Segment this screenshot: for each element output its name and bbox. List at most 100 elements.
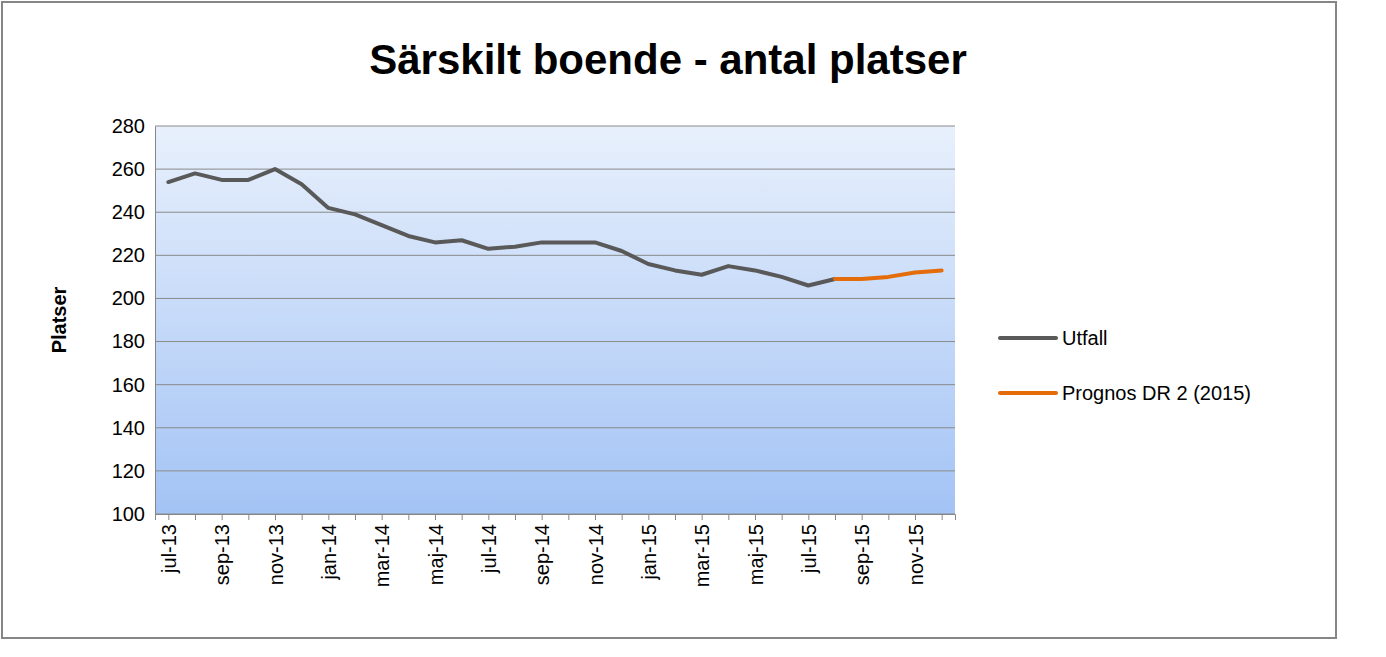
x-tick-mark bbox=[568, 514, 569, 520]
y-tick-label: 260 bbox=[112, 158, 145, 180]
x-tick-mark bbox=[355, 514, 356, 520]
x-tick-mark bbox=[782, 514, 783, 520]
legend-label: Prognos DR 2 (2015) bbox=[1062, 382, 1251, 404]
x-tick: jan-15 bbox=[638, 514, 660, 581]
x-tick-label: sep-13 bbox=[211, 524, 233, 585]
x-tick-label: jan-14 bbox=[318, 524, 340, 581]
x-tick: nov-14 bbox=[585, 514, 607, 585]
x-tick bbox=[728, 514, 729, 520]
x-tick-mark bbox=[675, 514, 676, 520]
grid-line bbox=[155, 212, 955, 213]
grid-line bbox=[155, 341, 955, 342]
chart: 100 120 140 160 180 200 220 240 260 280 jul-13 sep-… bbox=[0, 0, 1386, 657]
x-axis-line bbox=[156, 515, 956, 521]
x-tick bbox=[462, 514, 463, 520]
x-tick bbox=[248, 514, 249, 520]
x-tick-mark bbox=[808, 514, 809, 520]
grid-line bbox=[155, 384, 955, 385]
x-tick: sep-13 bbox=[211, 514, 233, 585]
x-tick: sep-15 bbox=[851, 514, 873, 585]
x-tick-label: maj-15 bbox=[745, 524, 767, 585]
grid bbox=[155, 126, 955, 514]
x-tick-mark bbox=[835, 514, 836, 520]
y-tick: 220 bbox=[112, 244, 155, 266]
series-line bbox=[835, 270, 942, 279]
y-tick: 100 bbox=[112, 503, 155, 525]
x-tick-label: sep-14 bbox=[531, 524, 553, 585]
y-tick-label: 200 bbox=[112, 287, 145, 309]
x-tick-label: sep-15 bbox=[851, 524, 873, 585]
x-tick-label: mar-14 bbox=[371, 524, 393, 587]
x-tick-mark bbox=[382, 514, 383, 520]
y-tick: 280 bbox=[112, 115, 155, 137]
x-tick-mark bbox=[302, 514, 303, 520]
x-tick-label: jul-15 bbox=[798, 524, 820, 574]
x-tick-mark bbox=[888, 514, 889, 520]
y-tick: 120 bbox=[112, 460, 155, 482]
grid-line bbox=[155, 126, 955, 127]
x-tick-mark bbox=[595, 514, 596, 520]
x-tick-mark bbox=[328, 514, 329, 520]
plot-background bbox=[155, 126, 955, 514]
x-tick-mark bbox=[462, 514, 463, 520]
x-tick: maj-14 bbox=[425, 514, 447, 585]
x-tick bbox=[302, 514, 303, 520]
grid-line bbox=[155, 427, 955, 428]
y-tick: 180 bbox=[112, 330, 155, 352]
x-tick-mark bbox=[542, 514, 543, 520]
x-tick-mark bbox=[915, 514, 916, 520]
x-axis: jul-13 sep-13 nov-13 jan-14 mar-14 maj-14 jul-… bbox=[156, 514, 956, 587]
y-axis: 100 120 140 160 180 200 220 240 260 280 bbox=[112, 115, 156, 525]
y-tick: 160 bbox=[112, 374, 155, 396]
y-tick: 140 bbox=[112, 417, 155, 439]
legend-label: Utfall bbox=[1062, 327, 1108, 349]
y-tick: 240 bbox=[112, 201, 155, 223]
legend-swatch bbox=[1000, 336, 1056, 340]
x-tick bbox=[622, 514, 623, 520]
y-tick-label: 100 bbox=[112, 503, 145, 525]
x-tick-label: jan-15 bbox=[638, 524, 660, 581]
x-tick bbox=[675, 514, 676, 520]
x-tick-mark bbox=[648, 514, 649, 520]
x-tick: mar-14 bbox=[371, 514, 393, 587]
x-tick-mark bbox=[622, 514, 623, 520]
x-tick-mark bbox=[702, 514, 703, 520]
x-tick: jul-15 bbox=[798, 514, 820, 574]
x-tick bbox=[408, 514, 409, 520]
x-tick: jan-14 bbox=[318, 514, 340, 581]
legend-swatch bbox=[1000, 391, 1056, 395]
y-tick-label: 160 bbox=[112, 374, 145, 396]
x-tick-label: maj-14 bbox=[425, 524, 447, 585]
y-tick-label: 140 bbox=[112, 417, 145, 439]
x-tick bbox=[942, 514, 943, 520]
y-tick-label: 280 bbox=[112, 115, 145, 137]
x-tick-mark bbox=[488, 514, 489, 520]
x-tick-mark bbox=[248, 514, 249, 520]
x-tick-label: jul-13 bbox=[158, 524, 180, 574]
y-tick: 260 bbox=[112, 158, 155, 180]
x-tick-mark bbox=[275, 514, 276, 520]
y-tick-label: 180 bbox=[112, 330, 145, 352]
x-tick: nov-13 bbox=[265, 514, 287, 585]
x-tick-label: mar-15 bbox=[691, 524, 713, 587]
x-tick-mark bbox=[408, 514, 409, 520]
x-tick-mark bbox=[435, 514, 436, 520]
y-tick-label: 220 bbox=[112, 244, 145, 266]
x-tick-mark bbox=[755, 514, 756, 520]
x-tick-label: nov-14 bbox=[585, 524, 607, 585]
x-tick: nov-15 bbox=[905, 514, 927, 585]
x-tick-label: jul-14 bbox=[478, 524, 500, 574]
x-tick bbox=[782, 514, 783, 520]
y-tick-label: 240 bbox=[112, 201, 145, 223]
x-tick-mark bbox=[168, 514, 169, 520]
x-tick bbox=[835, 514, 836, 520]
x-tick-mark bbox=[195, 514, 196, 520]
x-tick: mar-15 bbox=[691, 514, 713, 587]
x-tick: jul-13 bbox=[158, 514, 180, 574]
x-tick bbox=[195, 514, 196, 520]
y-axis-line bbox=[155, 127, 156, 515]
legend: Utfall Prognos DR 2 (2015) bbox=[1000, 327, 1251, 404]
x-tick-mark bbox=[222, 514, 223, 520]
x-tick-mark bbox=[728, 514, 729, 520]
grid-line bbox=[155, 470, 955, 471]
